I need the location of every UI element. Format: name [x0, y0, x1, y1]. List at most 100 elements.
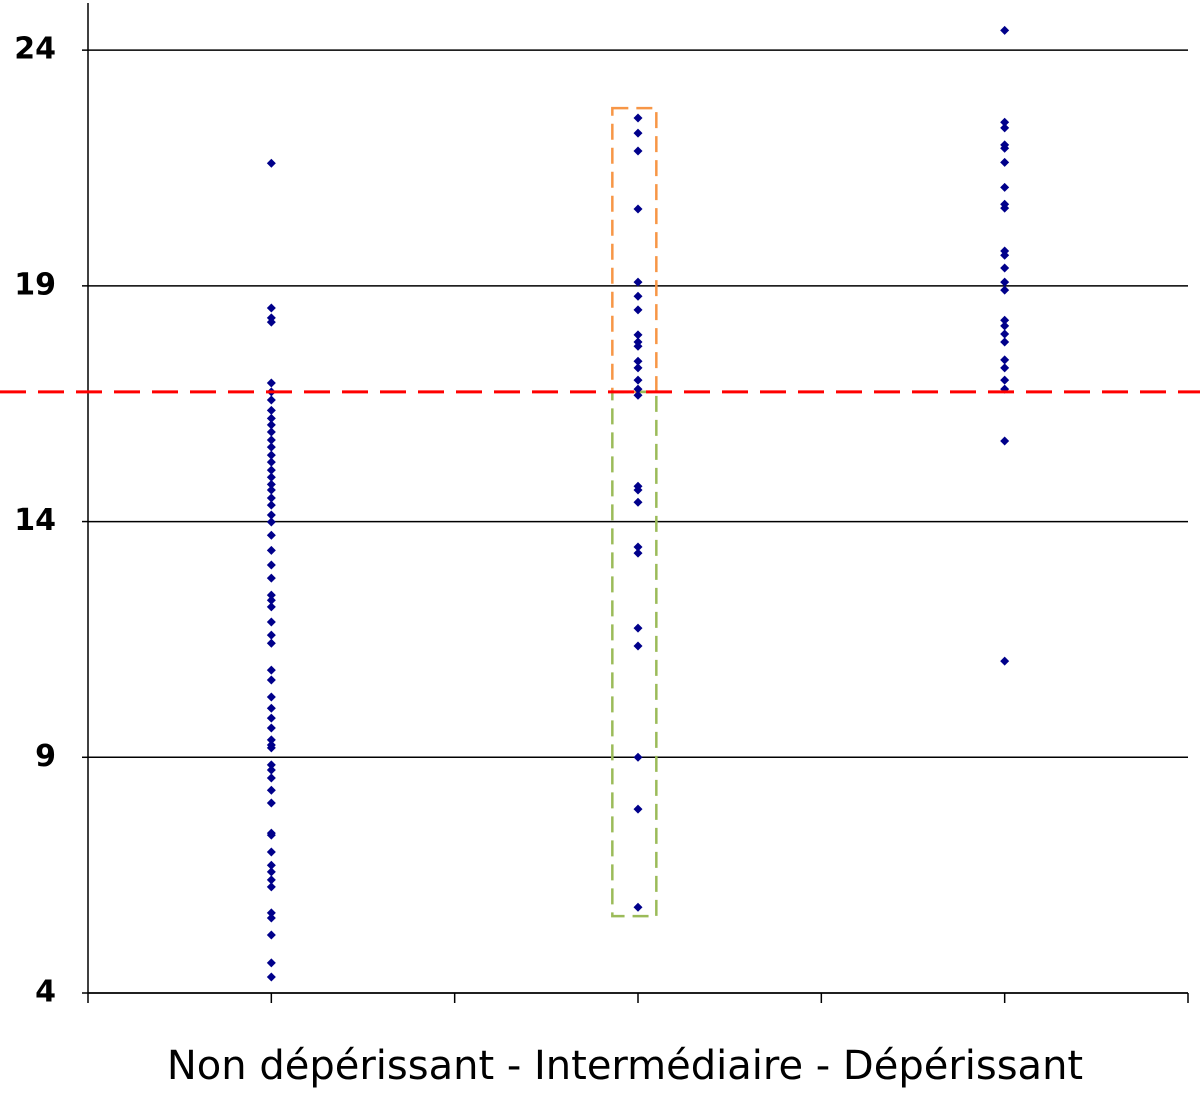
data-point — [1000, 436, 1010, 446]
data-point — [266, 930, 276, 940]
data-point — [266, 882, 276, 892]
data-point — [266, 913, 276, 923]
data-point — [266, 317, 276, 327]
data-point — [1000, 321, 1010, 331]
data-point — [266, 765, 276, 775]
data-point — [266, 435, 276, 445]
data-point — [633, 375, 643, 385]
data-point — [633, 902, 643, 912]
data-point — [633, 623, 643, 633]
data-point — [633, 497, 643, 507]
data-point — [1000, 117, 1010, 127]
data-point — [266, 630, 276, 640]
data-point — [266, 457, 276, 467]
data-point — [1000, 329, 1010, 339]
data-point — [266, 595, 276, 605]
data-point — [266, 638, 276, 648]
annotation-box — [611, 106, 658, 394]
data-point — [266, 510, 276, 520]
y-tick-label: 19 — [14, 267, 56, 302]
data-point — [266, 847, 276, 857]
data-point — [266, 743, 276, 753]
data-point — [633, 291, 643, 301]
data-point — [1000, 143, 1010, 153]
data-point — [633, 113, 643, 123]
data-point — [266, 867, 276, 877]
y-tick-label: 24 — [14, 32, 56, 67]
data-point — [266, 785, 276, 795]
data-point — [266, 427, 276, 437]
data-point — [1000, 656, 1010, 666]
data-point — [266, 493, 276, 503]
data-point — [266, 530, 276, 540]
data-point — [1000, 337, 1010, 347]
data-point — [633, 341, 643, 351]
data-point — [1000, 25, 1010, 35]
data-point — [1000, 203, 1010, 213]
data-point — [266, 675, 276, 685]
data-point — [633, 128, 643, 138]
data-point — [266, 500, 276, 510]
data-point — [266, 485, 276, 495]
data-point — [1000, 157, 1010, 167]
y-tick-label: 9 — [35, 739, 56, 774]
data-point — [266, 158, 276, 168]
data-point — [633, 384, 643, 394]
data-point — [1000, 182, 1010, 192]
data-point — [633, 277, 643, 287]
data-point — [633, 752, 643, 762]
data-point — [633, 548, 643, 558]
data-point — [266, 665, 276, 675]
data-point — [266, 830, 276, 840]
data-point — [1000, 315, 1010, 325]
data-point — [266, 972, 276, 982]
data-point — [633, 641, 643, 651]
data-point — [266, 378, 276, 388]
data-point — [633, 146, 643, 156]
data-point — [1000, 277, 1010, 287]
data-point — [266, 573, 276, 583]
data-point — [266, 703, 276, 713]
data-point — [266, 303, 276, 313]
data-point — [633, 542, 643, 552]
data-point — [266, 760, 276, 770]
data-point — [266, 395, 276, 405]
data-point — [266, 735, 276, 745]
data-point — [266, 590, 276, 600]
data-point — [1000, 123, 1010, 133]
data-point — [266, 450, 276, 460]
annotation-box — [611, 390, 658, 918]
data-point — [266, 692, 276, 702]
data-point — [1000, 250, 1010, 260]
data-point — [266, 617, 276, 627]
data-point — [1000, 355, 1010, 365]
data-point — [1000, 285, 1010, 295]
data-point — [1000, 363, 1010, 373]
data-point — [1000, 375, 1010, 385]
data-point — [266, 517, 276, 527]
data-point — [266, 545, 276, 555]
data-point — [266, 908, 276, 918]
data-point — [633, 363, 643, 373]
y-tick-label: 14 — [14, 503, 56, 538]
data-point — [266, 465, 276, 475]
data-point — [266, 420, 276, 430]
data-point — [266, 723, 276, 733]
data-point — [633, 356, 643, 366]
data-point — [633, 390, 643, 400]
data-point — [266, 405, 276, 415]
data-point — [266, 442, 276, 452]
data-point — [266, 958, 276, 968]
data-point — [266, 860, 276, 870]
data-point — [266, 773, 276, 783]
data-point — [1000, 263, 1010, 273]
data-point — [266, 875, 276, 885]
data-point — [266, 472, 276, 482]
data-point — [633, 305, 643, 315]
data-point — [633, 204, 643, 214]
data-point — [266, 560, 276, 570]
data-point — [266, 713, 276, 723]
data-point — [266, 413, 276, 423]
